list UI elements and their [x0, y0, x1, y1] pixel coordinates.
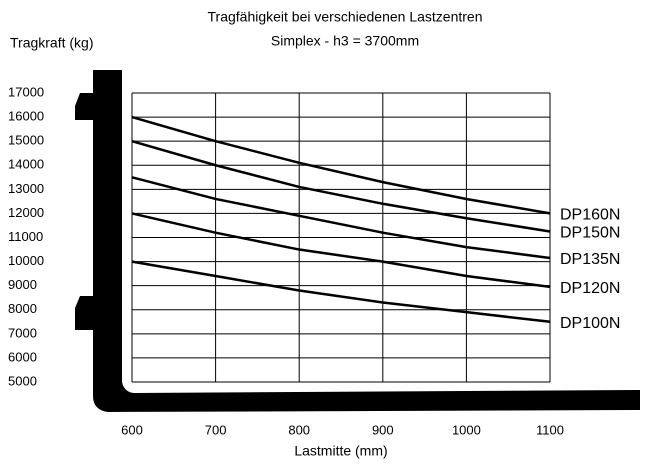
x-tick-label: 600 — [121, 422, 143, 437]
x-tick-label: 700 — [205, 422, 227, 437]
x-tick-label: 800 — [288, 422, 310, 437]
line — [132, 141, 550, 231]
y-axis-label: Tragkraft (kg) — [10, 35, 94, 51]
series-label: DP160N — [560, 207, 620, 224]
y-tick-label: 8000 — [8, 301, 37, 316]
line — [132, 262, 550, 322]
y-tick-label: 7000 — [8, 325, 37, 340]
chart-title: Tragfähigkeit bei verschiedenen Lastzent… — [208, 9, 483, 25]
y-tick-label: 14000 — [8, 157, 44, 172]
y-tick-label: 13000 — [8, 181, 44, 196]
y-tick-label: 16000 — [8, 109, 44, 124]
x-axis-label: Lastmitte (mm) — [294, 443, 387, 459]
y-tick-label: 15000 — [8, 133, 44, 148]
chart-subtitle: Simplex - h3 = 3700mm — [271, 33, 419, 49]
series-label: DP100N — [560, 315, 620, 332]
x-tick-label: 1000 — [452, 422, 481, 437]
series-label: DP120N — [560, 280, 620, 297]
y-tick-label: 5000 — [8, 373, 37, 388]
y-tick-label: 17000 — [8, 84, 44, 99]
x-tick-label: 900 — [372, 422, 394, 437]
fork-decoration — [75, 70, 640, 412]
y-tick-label: 9000 — [8, 277, 37, 292]
y-tick-label: 6000 — [8, 349, 37, 364]
y-tick-label: 12000 — [8, 205, 44, 220]
series-label: DP135N — [560, 251, 620, 268]
y-tick-label: 11000 — [8, 229, 43, 244]
chart: Tragfähigkeit bei verschiedenen Lastzent… — [0, 0, 648, 466]
y-tick-label: 10000 — [8, 253, 44, 268]
x-tick-label: 1100 — [536, 422, 564, 437]
series-label: DP150N — [560, 225, 620, 242]
